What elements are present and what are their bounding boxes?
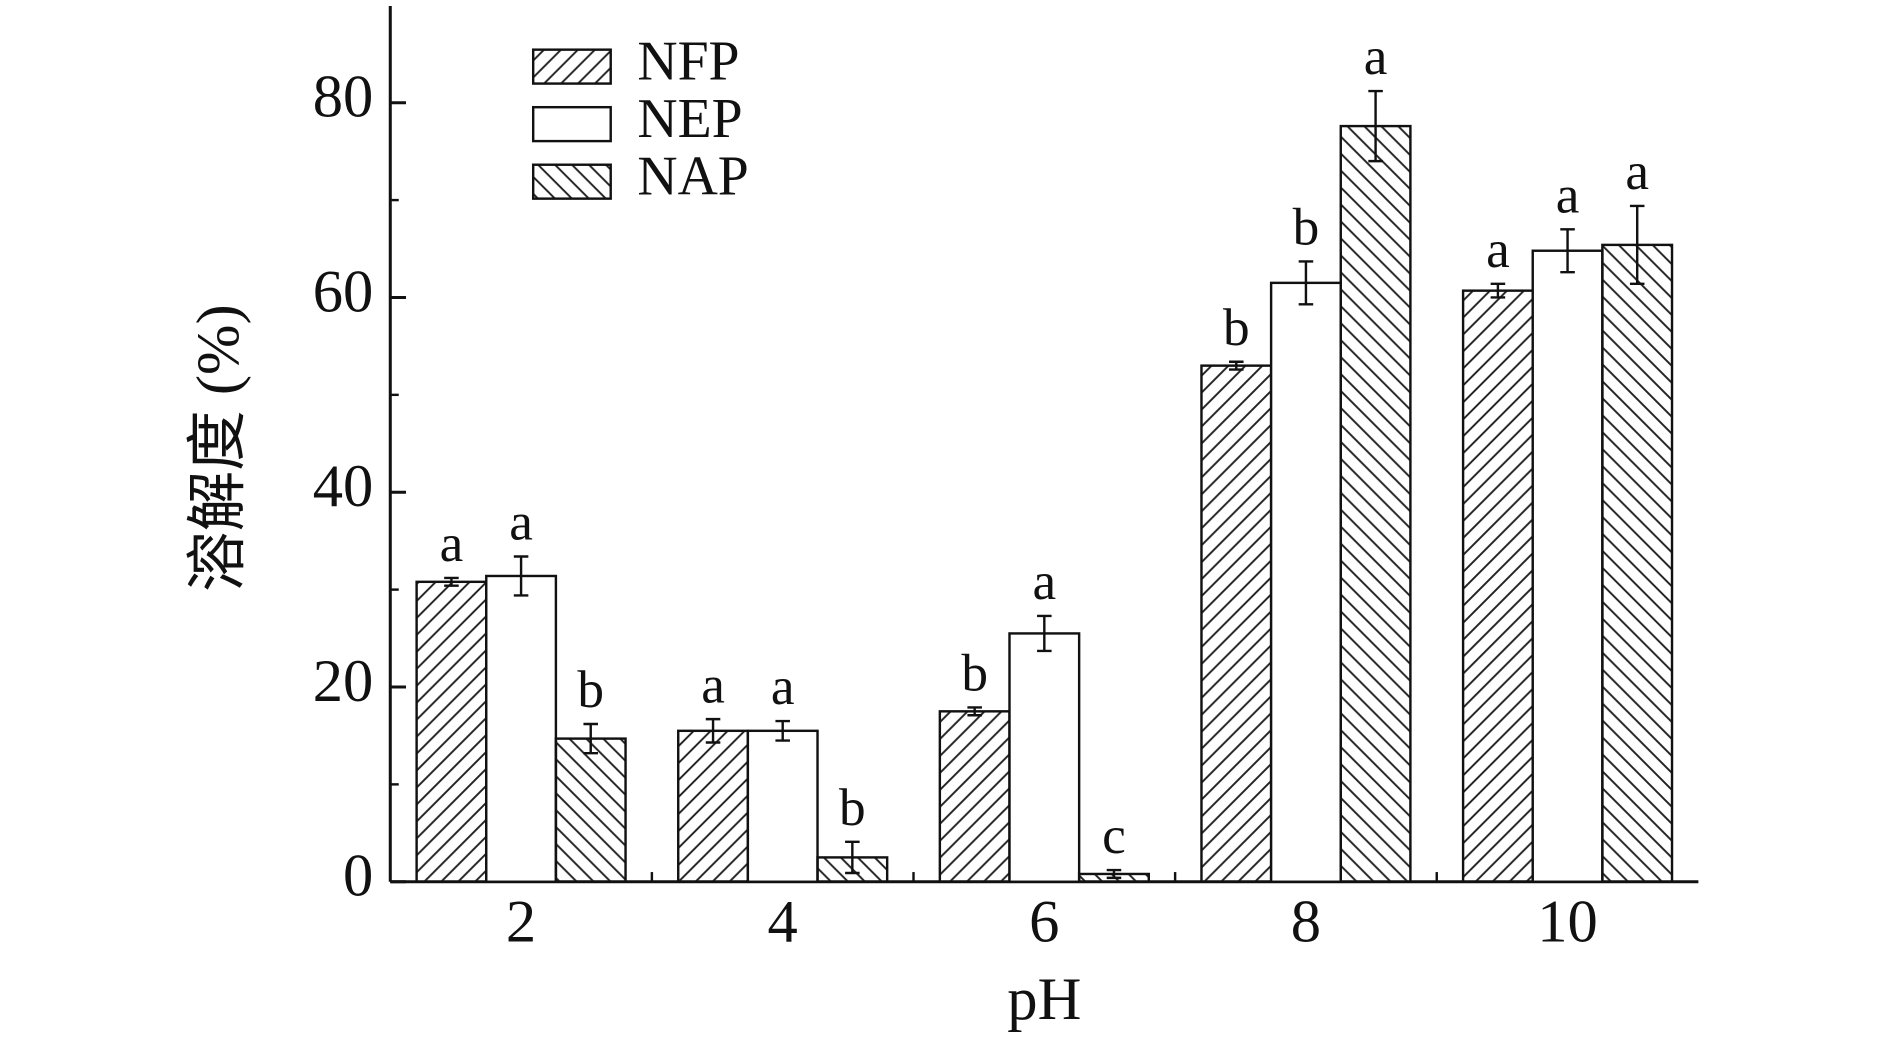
bar	[677, 729, 750, 883]
error-bar	[1229, 360, 1244, 371]
bar	[1339, 124, 1412, 883]
error-bar	[444, 576, 459, 587]
error-bar	[1368, 89, 1383, 163]
legend-swatch	[531, 163, 612, 200]
significance-letter: a	[1556, 165, 1580, 224]
significance-letter: c	[1102, 806, 1126, 865]
error-bar	[1298, 260, 1314, 306]
error-bar	[845, 840, 860, 875]
significance-letter: b	[1223, 298, 1250, 357]
y-tick-label: 20	[313, 648, 374, 715]
error-bar	[583, 722, 598, 755]
legend-swatch	[531, 105, 612, 143]
significance-letter: a	[1486, 220, 1510, 279]
significance-letter: b	[1293, 198, 1320, 257]
error-bar	[967, 706, 982, 717]
significance-letter: a	[771, 657, 795, 716]
significance-letter: a	[1364, 27, 1388, 86]
bar	[1601, 243, 1674, 883]
y-tick-label: 60	[313, 258, 374, 325]
y-tick-label: 40	[313, 453, 374, 520]
bar	[746, 729, 819, 883]
x-tick-label: 8	[1291, 889, 1321, 956]
significance-letter: b	[577, 660, 604, 719]
significance-letter: b	[839, 778, 866, 837]
significance-letter: a	[440, 514, 464, 573]
error-bar	[513, 555, 529, 597]
error-bar	[1560, 228, 1575, 274]
bar	[938, 710, 1011, 883]
bar	[554, 737, 627, 883]
legend-label: NFP	[637, 30, 739, 92]
error-bar	[1037, 614, 1052, 653]
error-bar	[1106, 868, 1122, 880]
x-tick-label: 6	[1029, 889, 1059, 956]
legend-label: NAP	[637, 145, 748, 207]
x-tick-label: 2	[506, 889, 536, 956]
bar	[1008, 632, 1081, 883]
error-bar	[705, 717, 721, 744]
x-tick-label: 4	[768, 889, 798, 956]
bar	[1200, 364, 1273, 883]
bar	[1269, 281, 1342, 883]
legend-swatch	[531, 48, 612, 85]
error-bar	[1629, 204, 1645, 286]
error-bar	[775, 719, 790, 742]
significance-letter: a	[509, 493, 533, 552]
significance-letter: a	[1625, 142, 1649, 201]
error-bar	[1490, 282, 1506, 299]
bar	[485, 574, 558, 883]
legend-label: NEP	[637, 88, 742, 150]
bar	[1531, 249, 1604, 883]
significance-letter: a	[1032, 552, 1056, 611]
y-tick-label: 80	[313, 64, 374, 131]
y-tick-label: 0	[343, 843, 373, 910]
significance-letter: b	[961, 644, 988, 703]
x-tick-label: 10	[1537, 889, 1598, 956]
y-axis-label: 溶解度 (%)	[185, 304, 252, 592]
bar	[415, 580, 488, 883]
bar	[1461, 289, 1534, 883]
x-axis-label: pH	[1007, 966, 1081, 1033]
significance-letter: a	[701, 655, 725, 714]
